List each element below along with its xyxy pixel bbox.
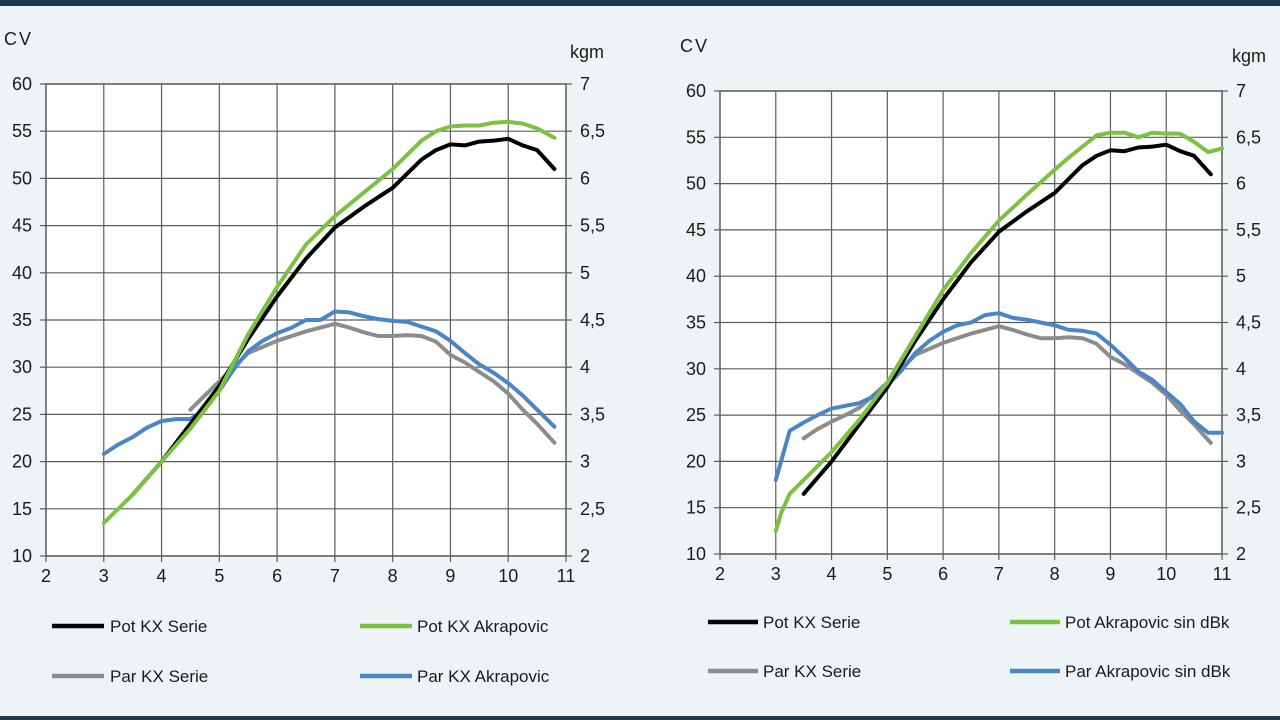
y-tick-label: 40 bbox=[12, 263, 32, 283]
legend-label: Par KX Akrapovic bbox=[417, 667, 550, 686]
y2-tick-label: 3 bbox=[1236, 451, 1246, 471]
y-tick-label: 15 bbox=[12, 499, 32, 519]
x-tick-label: 8 bbox=[1050, 564, 1060, 584]
x-tick-label: 5 bbox=[214, 566, 224, 586]
y-tick-label: 40 bbox=[686, 266, 706, 286]
x-tick-label: 2 bbox=[41, 566, 51, 586]
y2-tick-label: 6,5 bbox=[580, 121, 605, 141]
legend-label: Pot KX Serie bbox=[110, 617, 207, 636]
top-frame-bar bbox=[0, 0, 1280, 6]
x-tick-label: 10 bbox=[498, 566, 518, 586]
x-tick-label: 11 bbox=[1213, 564, 1232, 584]
chart-left: 2 3 4 5 6 7 8 9 10 11101520253035404550556022,533… bbox=[4, 29, 605, 686]
x-tick-label: 11 bbox=[557, 566, 576, 586]
x-tick-label: 6 bbox=[272, 566, 282, 586]
y-tick-label: 35 bbox=[12, 310, 32, 330]
y-tick-label: 10 bbox=[686, 544, 706, 564]
y2-tick-label: 5,5 bbox=[580, 216, 605, 236]
y-tick-label: 55 bbox=[12, 121, 32, 141]
series-line-gray bbox=[801, 324, 1213, 445]
series-line-blue bbox=[101, 309, 557, 456]
y2-tick-label: 6,5 bbox=[1236, 127, 1261, 147]
x-tick-label: 9 bbox=[1105, 564, 1115, 584]
y2-tick-label: 5 bbox=[580, 263, 590, 283]
series-line-black bbox=[801, 142, 1213, 496]
y2-axis-label: kgm bbox=[570, 42, 604, 62]
y-tick-label: 30 bbox=[12, 357, 32, 377]
y2-tick-label: 3,5 bbox=[580, 404, 605, 424]
y-tick-label: 55 bbox=[686, 127, 706, 147]
legend-label: Par KX Serie bbox=[763, 662, 861, 681]
x-tick-label: 3 bbox=[99, 566, 109, 586]
y-tick-label: 35 bbox=[686, 313, 706, 333]
x-tick-label: 7 bbox=[994, 564, 1004, 584]
series-line-green bbox=[101, 119, 557, 525]
x-tick-label: 3 bbox=[771, 564, 781, 584]
y2-tick-label: 2 bbox=[580, 546, 590, 566]
y2-tick-label: 6 bbox=[580, 168, 590, 188]
y2-tick-label: 7 bbox=[1236, 81, 1246, 101]
y2-tick-label: 4,5 bbox=[580, 310, 605, 330]
plot-border bbox=[719, 90, 1223, 555]
y2-tick-label: 7 bbox=[580, 74, 590, 94]
y2-tick-label: 4 bbox=[1236, 359, 1246, 379]
y-tick-label: 25 bbox=[686, 405, 706, 425]
series-line-gray bbox=[188, 321, 557, 445]
y2-tick-label: 2,5 bbox=[1236, 498, 1261, 518]
y2-tick-label: 4 bbox=[580, 357, 590, 377]
y2-tick-label: 2 bbox=[1236, 544, 1246, 564]
y-tick-label: 20 bbox=[686, 451, 706, 471]
y2-tick-label: 2,5 bbox=[580, 499, 605, 519]
legend-label: Pot KX Serie bbox=[763, 613, 860, 632]
x-tick-label: 2 bbox=[715, 564, 725, 584]
legend-label: Pot KX Akrapovic bbox=[417, 617, 549, 636]
x-tick-label: 9 bbox=[445, 566, 455, 586]
bottom-frame-bar bbox=[0, 716, 1280, 720]
y-tick-label: 30 bbox=[686, 359, 706, 379]
x-tick-label: 10 bbox=[1156, 564, 1176, 584]
y-tick-label: 60 bbox=[12, 74, 32, 94]
x-tick-label: 4 bbox=[827, 564, 837, 584]
y-tick-label: 45 bbox=[686, 220, 706, 240]
y-tick-label: 60 bbox=[686, 81, 706, 101]
x-tick-label: 6 bbox=[938, 564, 948, 584]
y-tick-label: 20 bbox=[12, 452, 32, 472]
x-tick-label: 7 bbox=[330, 566, 340, 586]
y-tick-label: 15 bbox=[686, 498, 706, 518]
y-tick-label: 50 bbox=[12, 168, 32, 188]
chart-right: 2 3 4 5 6 7 8 9 10 11101520253035404550556022,533… bbox=[680, 36, 1266, 681]
legend-label: Par Akrapovic sin dBk bbox=[1065, 662, 1231, 681]
y2-tick-label: 3 bbox=[580, 452, 590, 472]
series-line-green bbox=[773, 130, 1224, 533]
y2-tick-label: 5,5 bbox=[1236, 220, 1261, 240]
legend-label: Par KX Serie bbox=[110, 667, 208, 686]
x-tick-label: 4 bbox=[157, 566, 167, 586]
y2-tick-label: 6 bbox=[1236, 174, 1246, 194]
series-line-blue bbox=[773, 311, 1224, 482]
y-tick-label: 25 bbox=[12, 404, 32, 424]
plot-border bbox=[45, 83, 567, 557]
x-tick-label: 8 bbox=[388, 566, 398, 586]
y2-tick-label: 4,5 bbox=[1236, 313, 1261, 333]
y2-tick-label: 3,5 bbox=[1236, 405, 1261, 425]
x-tick-label: 5 bbox=[882, 564, 892, 584]
legend-label: Pot Akrapovic sin dBk bbox=[1065, 613, 1230, 632]
y2-tick-label: 5 bbox=[1236, 266, 1246, 286]
y2-axis-label: kgm bbox=[1232, 46, 1266, 66]
y-tick-label: 50 bbox=[686, 174, 706, 194]
y-axis-label: CV bbox=[680, 36, 709, 56]
y-tick-label: 45 bbox=[12, 216, 32, 236]
y-axis-label: CV bbox=[4, 29, 33, 49]
y-tick-label: 10 bbox=[12, 546, 32, 566]
